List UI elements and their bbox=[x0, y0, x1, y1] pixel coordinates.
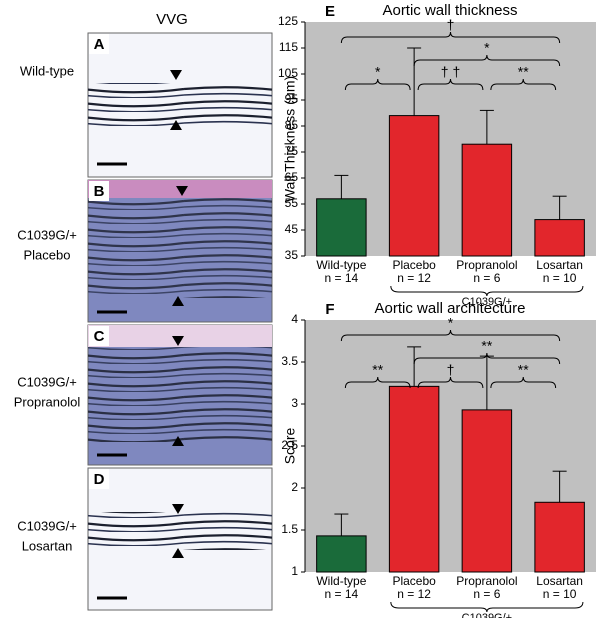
tissue-a bbox=[88, 83, 272, 127]
panel-label: Propranolol bbox=[14, 394, 81, 409]
tissue-c bbox=[88, 347, 272, 442]
significance-label: ** bbox=[518, 64, 529, 80]
y-tick-label: 1 bbox=[291, 564, 298, 578]
chart-title: Aortic wall architecture bbox=[375, 300, 526, 317]
panel-letter: C bbox=[94, 328, 105, 345]
sample-size: n = 6 bbox=[473, 587, 500, 601]
significance-bracket bbox=[490, 376, 557, 389]
x-tick-label: Wild-type bbox=[316, 574, 366, 588]
significance-bracket bbox=[340, 31, 561, 44]
panel-letter-box bbox=[89, 34, 109, 54]
x-tick-label: Wild-type bbox=[316, 258, 366, 272]
panel-label: Losartan bbox=[22, 538, 73, 553]
panel-letter: A bbox=[94, 36, 105, 53]
sample-size: n = 12 bbox=[397, 587, 431, 601]
significance-bracket bbox=[344, 78, 411, 91]
x-tick-label: Placebo bbox=[392, 574, 436, 588]
significance-bracket bbox=[413, 352, 561, 365]
group-label: C1039G/+ bbox=[462, 296, 512, 308]
significance-label: † bbox=[447, 362, 455, 378]
y-tick-label: 3 bbox=[291, 396, 298, 410]
significance-bracket bbox=[417, 78, 484, 91]
significance-label: ** bbox=[372, 362, 383, 378]
y-tick-label: 75 bbox=[285, 144, 299, 158]
significance-label: * bbox=[448, 315, 454, 331]
panel-label: C1039G/+ bbox=[17, 227, 77, 242]
bar bbox=[388, 385, 440, 573]
significance-bracket bbox=[490, 78, 557, 91]
significance-label: * bbox=[484, 40, 490, 56]
y-tick-label: 95 bbox=[285, 92, 299, 106]
significance-label: ** bbox=[518, 362, 529, 378]
bar bbox=[461, 143, 513, 257]
y-tick-label: 105 bbox=[278, 66, 298, 80]
x-tick-label: Losartan bbox=[536, 258, 583, 272]
sample-size: n = 10 bbox=[543, 587, 577, 601]
y-tick-label: 4 bbox=[291, 312, 298, 326]
significance-bracket bbox=[340, 329, 561, 342]
panel-letter-box bbox=[89, 469, 109, 489]
y-tick-label: 55 bbox=[285, 196, 299, 210]
y-axis-label: Wall Thickness (μm) bbox=[282, 76, 298, 202]
bar bbox=[534, 501, 585, 573]
stain-title: VVG bbox=[156, 11, 188, 28]
significance-bracket bbox=[413, 54, 561, 67]
panel-letter: B bbox=[94, 183, 105, 200]
scale-bars bbox=[97, 162, 127, 600]
x-tick-label: Propranolol bbox=[456, 258, 517, 272]
significance-label: ** bbox=[481, 338, 492, 354]
y-tick-label: 35 bbox=[285, 248, 299, 262]
sample-size: n = 12 bbox=[397, 271, 431, 285]
tissue-d bbox=[88, 512, 272, 550]
group-label: C1039G/+ bbox=[462, 612, 512, 618]
panel-letter: F bbox=[325, 301, 334, 318]
tissue-b bbox=[88, 198, 272, 298]
panel-letter-box bbox=[89, 181, 109, 201]
significance-label: † bbox=[447, 17, 455, 33]
y-tick-label: 45 bbox=[285, 222, 299, 236]
sample-size: n = 14 bbox=[325, 271, 359, 285]
histology-panels bbox=[87, 32, 273, 611]
sample-size: n = 10 bbox=[543, 271, 577, 285]
bar bbox=[534, 219, 585, 257]
y-tick-label: 1.5 bbox=[281, 522, 298, 536]
bar bbox=[461, 409, 513, 573]
y-tick-label: 115 bbox=[279, 40, 298, 54]
significance-label: * bbox=[375, 64, 381, 80]
significance-bracket bbox=[344, 376, 411, 389]
y-tick-label: 125 bbox=[278, 14, 298, 28]
y-tick-label: 2 bbox=[291, 480, 298, 494]
x-tick-label: Propranolol bbox=[456, 574, 517, 588]
panel-label: Wild-type bbox=[20, 63, 74, 78]
group-brace bbox=[390, 285, 584, 297]
panel-letter: E bbox=[325, 3, 335, 20]
y-tick-label: 85 bbox=[285, 118, 299, 132]
x-tick-label: Placebo bbox=[392, 258, 436, 272]
chart-title: Aortic wall thickness bbox=[382, 2, 517, 19]
panel-label: C1039G/+ bbox=[17, 374, 77, 389]
bar bbox=[316, 535, 367, 573]
sample-size: n = 6 bbox=[473, 271, 500, 285]
panel-letter: D bbox=[94, 471, 105, 488]
y-tick-label: 3.5 bbox=[281, 354, 298, 368]
significance-bracket bbox=[417, 376, 484, 389]
y-tick-label: 65 bbox=[285, 170, 299, 184]
x-tick-label: Losartan bbox=[536, 574, 583, 588]
panel-label: C1039G/+ bbox=[17, 518, 77, 533]
y-tick-label: 2.5 bbox=[281, 438, 298, 452]
arrows bbox=[170, 70, 188, 558]
group-brace bbox=[390, 601, 584, 613]
panel-label: Placebo bbox=[24, 247, 71, 262]
panel-letter-box bbox=[89, 326, 109, 346]
sample-size: n = 14 bbox=[325, 587, 359, 601]
y-axis-label: Score bbox=[282, 428, 298, 465]
bar bbox=[316, 198, 367, 257]
significance-label: † † bbox=[441, 64, 460, 80]
bar bbox=[388, 115, 440, 257]
